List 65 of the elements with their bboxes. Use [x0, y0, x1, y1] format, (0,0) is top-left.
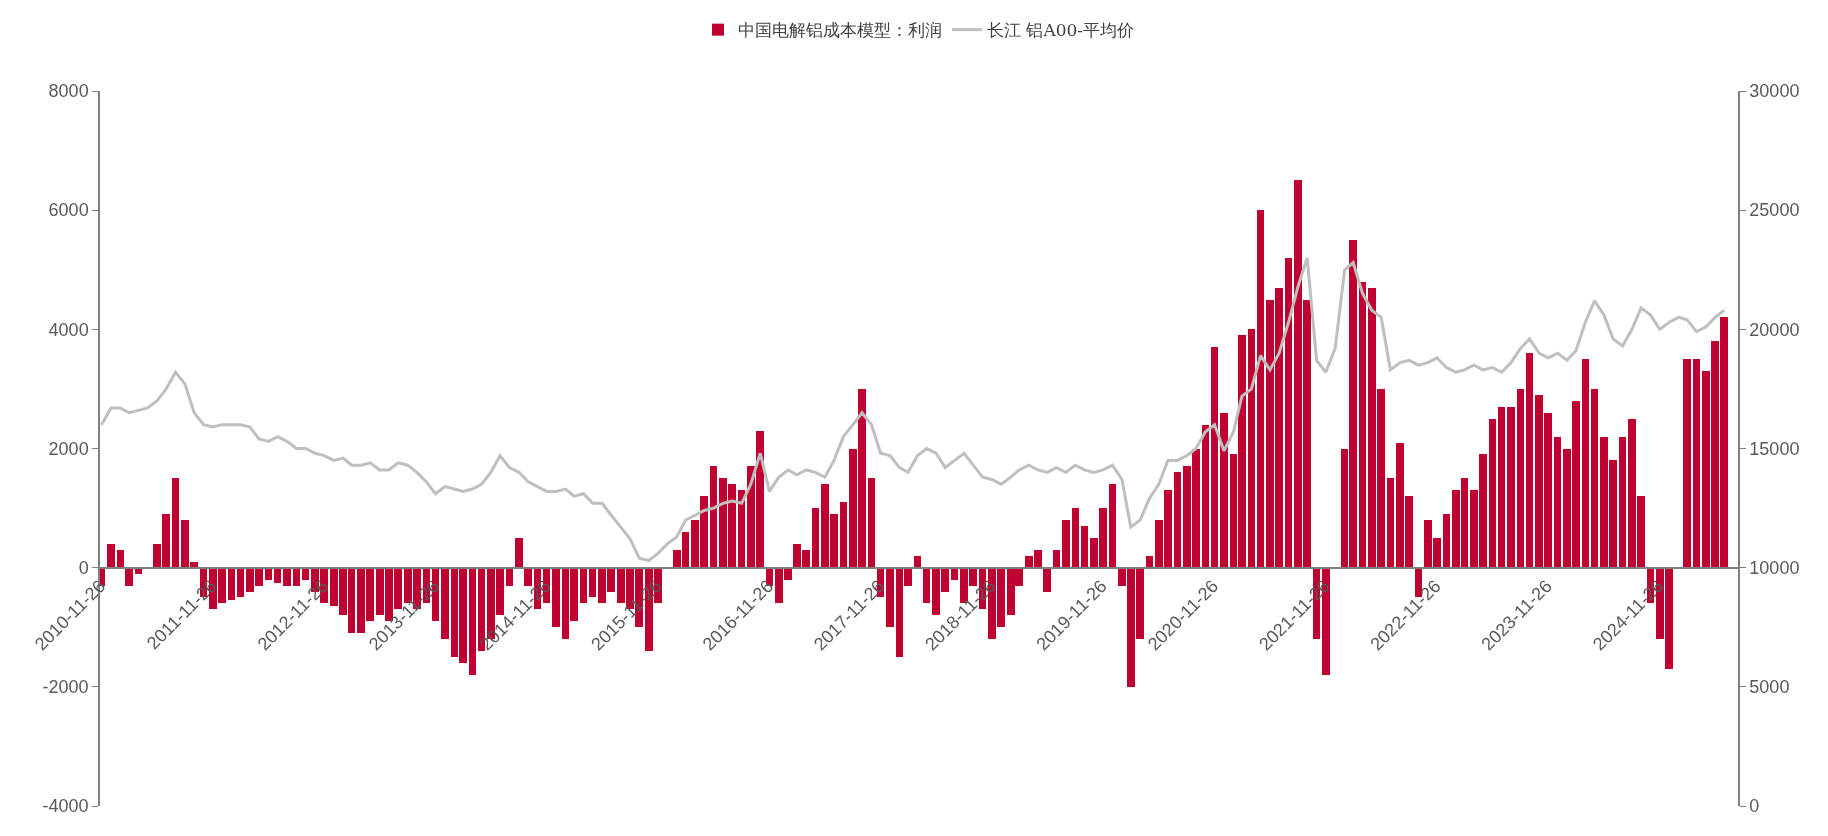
bar [1619, 437, 1626, 568]
bar [1146, 556, 1153, 568]
y2-tick-label: 0 [1749, 796, 1760, 817]
bar [1443, 514, 1450, 568]
bar [1498, 407, 1505, 568]
bar [515, 538, 523, 568]
bar [441, 568, 449, 639]
bar [1683, 359, 1691, 568]
bar [886, 568, 894, 627]
bar [1072, 508, 1079, 568]
bar [265, 568, 272, 580]
bar [125, 568, 133, 586]
bar [172, 478, 179, 568]
bar [1248, 329, 1255, 568]
bar [710, 466, 717, 568]
y-tick-label: 8000 [48, 81, 89, 102]
y-tick-label: 0 [78, 557, 89, 578]
bar [738, 490, 745, 568]
bar [302, 568, 309, 580]
bar [914, 556, 921, 568]
bar [1211, 347, 1218, 568]
y-tick-label: -2000 [42, 677, 89, 698]
bar [1582, 359, 1589, 568]
bar [1693, 359, 1700, 568]
y-tick-label: 2000 [48, 438, 89, 459]
y-tick-label: 6000 [48, 200, 89, 221]
bar [117, 550, 124, 568]
y-tick-label: -4000 [42, 796, 89, 817]
bar [1507, 407, 1515, 568]
bar [868, 478, 875, 568]
bar [1554, 437, 1561, 568]
line-series [100, 256, 1726, 563]
y2-tick-label: 25000 [1749, 200, 1800, 221]
bar [552, 568, 560, 627]
bar [1062, 520, 1070, 568]
y2-tick-label: 10000 [1749, 557, 1800, 578]
y2-tick-label: 20000 [1749, 319, 1800, 340]
bar [469, 568, 476, 675]
bar [1359, 282, 1366, 568]
bar [228, 568, 235, 600]
bar [1053, 550, 1060, 568]
y2-tick-label: 5000 [1749, 677, 1790, 698]
bar [1489, 419, 1496, 568]
bar [1081, 526, 1088, 568]
bar [107, 544, 115, 568]
bar [1174, 472, 1181, 568]
bar [1202, 425, 1209, 568]
bar [1387, 478, 1394, 568]
y-tick-label: 4000 [48, 319, 89, 340]
bar [1591, 389, 1598, 568]
bar [812, 508, 819, 568]
bar [840, 502, 847, 568]
bar [1285, 258, 1292, 568]
bar [1109, 484, 1116, 568]
legend-label: 长江 铝A00-平均价 [987, 20, 1135, 41]
bar [1526, 353, 1533, 568]
bar [580, 568, 587, 603]
bar [951, 568, 958, 580]
bar [237, 568, 244, 597]
legend-label: 中国电解铝成本模型：利润 [738, 20, 942, 41]
y2-tick-label: 15000 [1749, 438, 1800, 459]
bar [1220, 413, 1228, 568]
bar [1257, 210, 1264, 568]
bar [1517, 389, 1524, 568]
y2-tick-label: 30000 [1749, 81, 1800, 102]
